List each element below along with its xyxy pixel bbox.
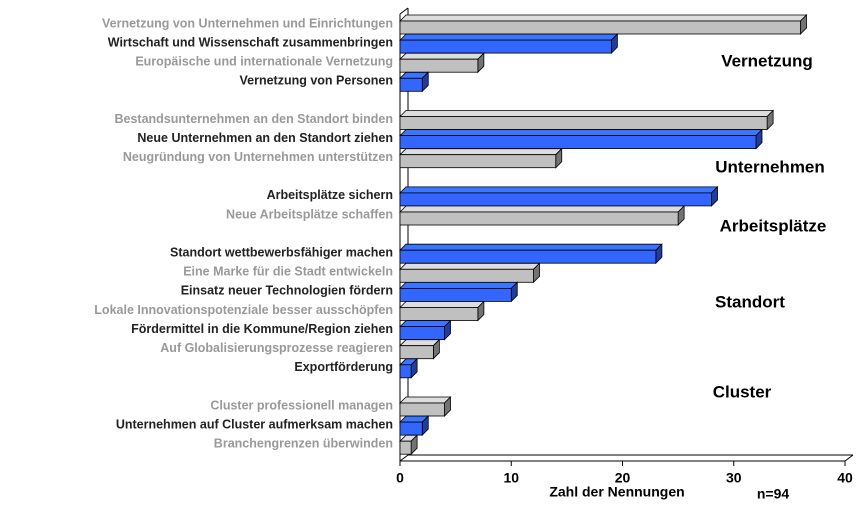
x-tick-label: 0 (396, 470, 404, 486)
bar (399, 319, 452, 341)
bar (399, 434, 419, 456)
x-axis-label: Zahl der Nennungen (549, 484, 684, 500)
bar-front (399, 421, 423, 436)
bar-top (399, 110, 775, 117)
bar (399, 128, 763, 150)
bar-front (399, 58, 479, 73)
bar-front (399, 77, 423, 92)
bar-front (399, 249, 657, 264)
y-tick-label: Fördermittel in die Kommune/Region ziehe… (131, 322, 393, 336)
bar (399, 147, 563, 169)
x-tick-label: 10 (503, 470, 519, 486)
y-tick-label: Einsatz neuer Technologien fördern (181, 284, 393, 298)
bar-top (399, 281, 519, 289)
y-tick-label: Europäische und internationale Vernetzun… (135, 54, 393, 68)
sample-size: n=94 (757, 486, 790, 502)
group-label: Standort (715, 292, 785, 311)
bar-top (399, 301, 485, 308)
bar (399, 185, 719, 207)
bar-top (399, 186, 719, 194)
y-tick-label: Neue Arbeitsplätze schaffen (226, 207, 393, 221)
y-tick-label: Exportförderung (294, 360, 393, 374)
group-label: Vernetzung (721, 51, 813, 70)
bar-front (399, 20, 801, 35)
bar-top (399, 148, 563, 156)
bar (399, 281, 519, 303)
bar (399, 33, 619, 55)
y-tick-label: Branchengrenzen überwinden (214, 436, 393, 450)
y-tick-label: Neue Unternehmen an den Standort ziehen (137, 131, 393, 145)
bar-front (399, 268, 534, 283)
y-tick-label: Cluster professionell managen (210, 398, 393, 412)
bar-front (399, 307, 479, 321)
bar-top (399, 52, 485, 60)
y-tick-label: Neugründung von Unternehmen unterstützen (123, 150, 393, 164)
bar-front (399, 326, 445, 341)
bar (399, 262, 541, 284)
floor-edge (399, 454, 409, 462)
bar-top (399, 320, 452, 328)
bar (399, 14, 808, 35)
bar (399, 52, 485, 74)
bar (399, 243, 663, 265)
bar (399, 338, 441, 360)
group-label: Cluster (713, 382, 772, 401)
y-tick-label: Wirtschaft und Wissenschaft zusammenbrin… (108, 35, 393, 49)
y-tick-label: Lokale Innovationspotenziale besser auss… (94, 303, 393, 317)
bar-top (399, 262, 541, 270)
bar (399, 71, 430, 93)
bar-top (399, 14, 808, 22)
bar-top (399, 243, 663, 251)
y-tick-label: Unternehmen auf Cluster aufmerksam mache… (116, 417, 393, 431)
bar (399, 300, 485, 322)
bar-front (399, 440, 412, 455)
bar-front (399, 154, 557, 169)
bar (399, 357, 419, 379)
bar-top (399, 339, 441, 347)
bar-front (399, 345, 434, 360)
y-tick-label: Auf Globalisierungsprozesse reagieren (160, 341, 393, 355)
y-tick-label: Arbeitsplätze sichern (267, 188, 393, 202)
floor-edge (844, 454, 854, 462)
group-label: Unternehmen (715, 157, 825, 176)
bar (399, 396, 452, 417)
y-tick-label: Bestandsunternehmen an den Standort bind… (115, 112, 394, 126)
bar-front (399, 135, 757, 150)
bar-front (399, 287, 512, 302)
bar (399, 109, 775, 131)
x-tick-label: 30 (726, 470, 742, 486)
bar (399, 205, 686, 226)
y-tick-label: Vernetzung von Unternehmen und Einrichtu… (102, 16, 393, 30)
bar-front (399, 402, 445, 417)
x-tick-label: 40 (837, 470, 853, 486)
y-tick-label: Vernetzung von Personen (239, 74, 393, 88)
bar-front (399, 39, 612, 54)
bar-front (399, 211, 679, 226)
bar-top (399, 205, 686, 213)
y-tick-label: Eine Marke für die Stadt entwickeln (183, 265, 393, 279)
bar-front (399, 192, 712, 207)
bar-front (399, 364, 412, 379)
bar-top (399, 129, 763, 137)
bar-top (399, 396, 452, 404)
x-tick-label: 20 (615, 470, 631, 486)
bar (399, 415, 430, 437)
axis-depth (399, 7, 409, 15)
bar-front (399, 116, 768, 130)
bar-top (399, 33, 619, 41)
y-tick-label: Standort wettbewerbsfähiger machen (170, 245, 393, 259)
group-label: Arbeitsplätze (720, 216, 827, 235)
